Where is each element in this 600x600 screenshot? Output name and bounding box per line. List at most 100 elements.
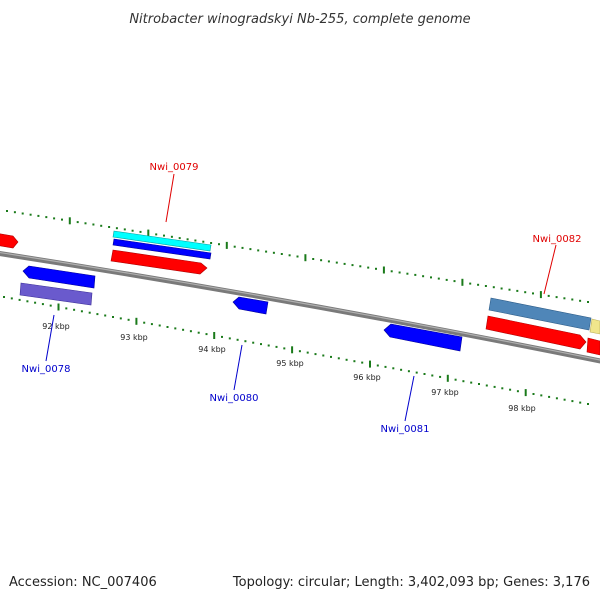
inner-minor-tick [353, 360, 356, 363]
inner-minor-tick [275, 345, 278, 348]
outer-minor-tick [131, 229, 134, 232]
gene-label-nwi-0081[interactable]: Nwi_0081 [381, 424, 430, 435]
feature-blue-forward[interactable] [112, 238, 212, 260]
inner-minor-tick [205, 333, 208, 336]
inner-minor-tick [143, 321, 146, 324]
inner-minor-tick [407, 370, 410, 373]
outer-minor-tick [320, 259, 323, 262]
outer-major-tick [539, 291, 542, 299]
outer-minor-tick [359, 265, 362, 268]
inner-minor-tick [158, 324, 161, 327]
feature-cyan[interactable] [112, 230, 212, 252]
inner-minor-tick [493, 385, 496, 388]
feature-red-nwi-0082[interactable] [485, 315, 587, 350]
outer-minor-tick [76, 221, 79, 224]
inner-minor-tick [587, 403, 589, 405]
inner-major-tick [446, 374, 449, 382]
outer-minor-tick [469, 282, 472, 285]
feature-blue-nwi-0078[interactable] [22, 265, 96, 289]
outer-minor-tick [84, 222, 87, 225]
outer-minor-tick [139, 230, 142, 233]
gene-label-nwi-0080[interactable]: Nwi_0080 [210, 393, 259, 404]
inner-minor-tick [221, 335, 223, 338]
feature-blue-nwi-0080[interactable] [232, 296, 269, 315]
outer-minor-tick [170, 235, 173, 238]
outer-minor-tick [414, 273, 417, 276]
outer-minor-tick [45, 216, 48, 219]
gene-label-nwi-0079[interactable]: Nwi_0079 [150, 162, 199, 173]
outer-minor-tick [123, 228, 126, 231]
outer-minor-tick [453, 280, 456, 283]
inner-minor-tick [501, 387, 504, 390]
outer-minor-tick [532, 292, 534, 295]
gene-label-nwi-0082[interactable]: Nwi_0082 [533, 234, 582, 245]
inner-minor-tick [376, 364, 379, 367]
outer-tick-track [6, 210, 589, 303]
outer-minor-tick [390, 270, 393, 273]
leader-nwi-0079 [165, 173, 175, 223]
inner-minor-tick [119, 317, 122, 320]
outer-minor-tick [555, 296, 558, 299]
inner-minor-tick [197, 331, 200, 334]
outer-major-tick [382, 266, 385, 274]
feature-red-nwi-0079[interactable] [110, 249, 208, 275]
outer-minor-tick [108, 226, 111, 228]
feature-red-right-edge[interactable] [586, 337, 600, 356]
outer-minor-tick [367, 266, 370, 269]
inner-major-tick [57, 303, 60, 311]
tick-label-95: 95 kbp [276, 359, 304, 368]
inner-minor-tick [127, 318, 130, 321]
tick-label-96: 96 kbp [353, 373, 381, 382]
outer-minor-tick [398, 271, 401, 274]
outer-minor-tick [422, 275, 425, 278]
leader-nwi-0081 [404, 375, 415, 422]
feature-steelblue[interactable] [488, 297, 592, 331]
inner-minor-tick [260, 343, 262, 346]
outer-minor-tick [100, 224, 103, 227]
outer-minor-tick [265, 250, 268, 253]
feature-slate[interactable] [19, 282, 93, 306]
topology-summary: Topology: circular; Length: 3,402,093 bp… [232, 575, 590, 590]
inner-minor-tick [49, 304, 52, 307]
outer-minor-tick [218, 243, 220, 246]
inner-minor-tick [189, 330, 192, 333]
inner-minor-tick [516, 390, 519, 393]
tick-label-98: 98 kbp [508, 404, 536, 413]
outer-minor-tick [484, 285, 487, 287]
inner-minor-tick [306, 351, 309, 354]
inner-minor-tick [267, 344, 270, 347]
outer-minor-tick [272, 251, 275, 254]
feature-blue-nwi-0081[interactable] [383, 323, 463, 352]
outer-minor-tick [327, 260, 330, 263]
inner-minor-tick [96, 313, 99, 316]
feature-khaki[interactable] [589, 318, 600, 335]
inner-minor-tick [431, 374, 434, 377]
outer-minor-tick [241, 246, 244, 249]
tick-label-93: 93 kbp [120, 333, 148, 342]
inner-minor-tick [571, 400, 574, 403]
outer-minor-tick [194, 239, 197, 242]
inner-minor-tick [470, 381, 473, 384]
outer-minor-tick [210, 242, 213, 244]
accession-text: Accession: NC_007406 [9, 575, 157, 590]
inner-minor-tick [73, 308, 76, 311]
gene-label-nwi-0078[interactable]: Nwi_0078 [22, 364, 71, 375]
inner-minor-tick [18, 298, 21, 301]
inner-minor-tick [478, 383, 480, 385]
inner-minor-tick [283, 347, 286, 350]
outer-minor-tick [547, 294, 550, 297]
outer-minor-tick [115, 227, 118, 230]
inner-minor-tick [41, 303, 44, 306]
feature-red-left-edge[interactable] [0, 233, 19, 249]
inner-minor-tick [462, 380, 465, 383]
inner-minor-tick [548, 395, 551, 398]
outer-minor-tick [13, 211, 16, 214]
inner-minor-tick [26, 300, 29, 303]
outer-minor-tick [92, 223, 95, 226]
inner-minor-tick [509, 388, 512, 391]
inner-minor-tick [345, 358, 348, 361]
inner-minor-tick [236, 338, 239, 341]
inner-minor-tick [439, 375, 442, 378]
outer-minor-tick [280, 253, 283, 255]
